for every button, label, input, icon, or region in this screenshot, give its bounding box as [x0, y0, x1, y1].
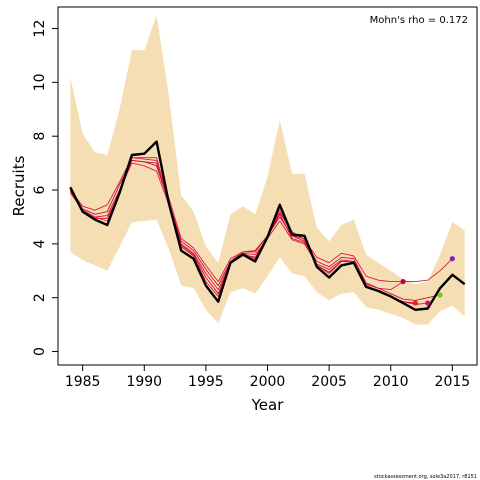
confidence-band-layer [70, 15, 465, 325]
endpoint-marker-2014 [437, 292, 443, 298]
x-tick-label-1990: 1990 [126, 374, 162, 390]
y-tick-label-0: 0 [32, 347, 48, 356]
series-line-final [69, 140, 466, 311]
endpoint-marker-2012 [412, 300, 418, 306]
endpoint-marker-2013 [425, 300, 431, 306]
credit-text: stockassessment.org, sole3a2017, r8151 [374, 474, 477, 480]
endpoint-markers-layer [400, 256, 455, 306]
y-tick-label-8: 8 [32, 132, 48, 141]
mohns-rho-annotation: Mohn's rho = 0.172 [370, 15, 468, 26]
y-tick-label-4: 4 [32, 239, 48, 248]
x-axis-title: Year [251, 396, 285, 414]
x-tick-label-2005: 2005 [311, 374, 347, 390]
x-tick-label-1995: 1995 [188, 374, 224, 390]
confidence-band [70, 15, 465, 325]
x-tick-label-2010: 2010 [373, 374, 409, 390]
y-axis-title: Recruits [10, 155, 28, 216]
x-axis: 1985 1990 1995 2000 2005 2010 2015 [65, 364, 471, 390]
y-tick-label-10: 10 [32, 73, 48, 91]
y-tick-label-2: 2 [32, 293, 48, 302]
endpoint-marker-2011 [400, 278, 406, 285]
y-tick-label-6: 6 [32, 185, 48, 194]
y-tick-label-12: 12 [32, 20, 48, 38]
x-tick-label-2000: 2000 [250, 374, 286, 390]
x-tick-label-2015: 2015 [435, 374, 471, 390]
series-layer [69, 140, 466, 311]
y-axis: 0 2 4 6 8 10 12 [32, 20, 59, 356]
x-tick-label-1985: 1985 [65, 374, 101, 390]
endpoint-marker-2015 [449, 256, 455, 262]
